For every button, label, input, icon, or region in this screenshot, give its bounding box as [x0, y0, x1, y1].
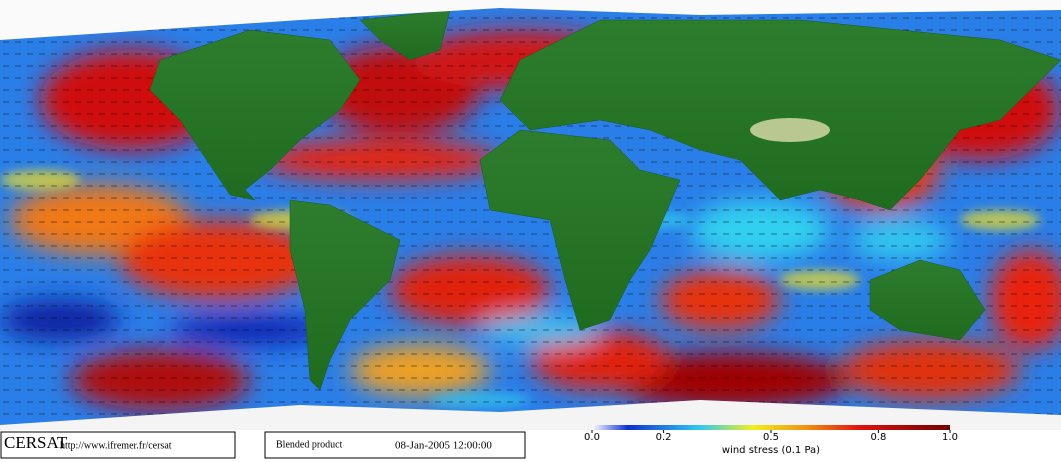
colorbar: wind stress (0.1 Pa) 0.0 0.2 0.5 0.8 1.0	[584, 425, 958, 456]
wind-field	[0, 0, 1061, 430]
tibet-plateau	[750, 118, 830, 142]
south-america	[289, 199, 401, 391]
colorbar-tick-label: 0.0	[584, 432, 600, 443]
colorbar-tick-label: 0.2	[656, 432, 672, 443]
source-url[interactable]: http://www.ifremer.fr/cersat	[60, 440, 172, 451]
north-america	[149, 29, 361, 201]
timestamp: 08-Jan-2005 12:00:00	[395, 440, 492, 452]
product: Blended product	[276, 439, 343, 450]
arctic-ice	[0, 0, 1061, 40]
continents	[149, 9, 1061, 391]
eurasia	[499, 19, 1061, 211]
source-box	[0, 431, 236, 459]
colorbar-tick-label: 0.5	[763, 432, 779, 443]
australia	[869, 259, 986, 341]
colorbar-tick-label: 0.8	[870, 432, 886, 443]
logo: CERSAT	[4, 433, 68, 452]
colorbar-label: wind stress (0.1 Pa)	[722, 445, 820, 456]
colorbar-tick-label: 1.0	[942, 432, 958, 443]
antarctica	[0, 400, 1061, 430]
africa	[479, 129, 681, 331]
colorbar-gradient	[592, 425, 950, 430]
product-box	[264, 431, 526, 459]
